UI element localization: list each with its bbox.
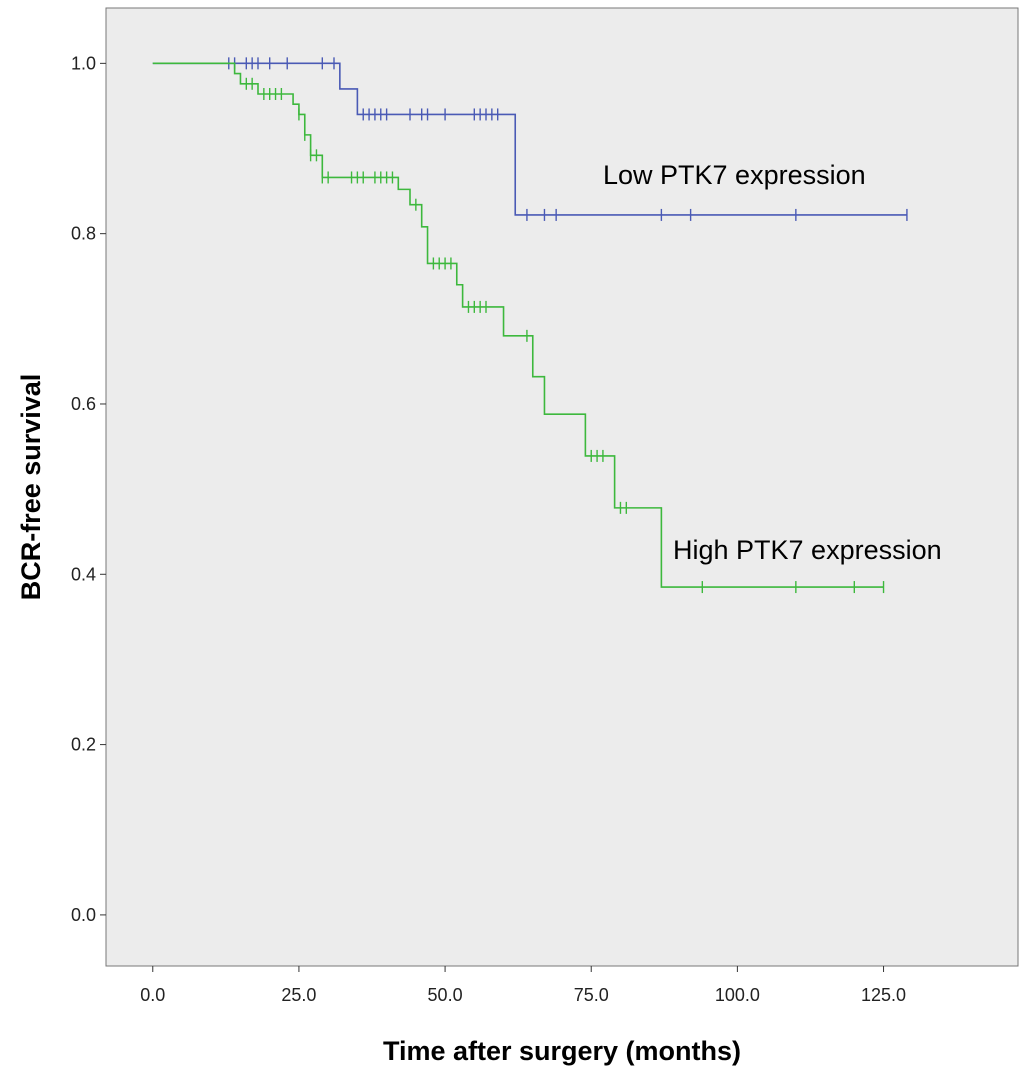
y-tick-label: 0.0	[71, 905, 96, 925]
y-axis-title: BCR-free survival	[16, 374, 46, 601]
y-tick-label: 1.0	[71, 53, 96, 73]
curve-label-high: High PTK7 expression	[673, 535, 942, 565]
y-axis: 0.0 0.2 0.4 0.6 0.8 1.0	[71, 53, 106, 925]
curve-label-low: Low PTK7 expression	[603, 160, 866, 190]
x-tick-label: 50.0	[428, 985, 463, 1005]
y-tick-label: 0.8	[71, 224, 96, 244]
x-axis: 0.0 25.0 50.0 75.0 100.0 125.0	[140, 966, 906, 1005]
series-layer	[152, 57, 908, 594]
x-tick-label: 75.0	[574, 985, 609, 1005]
x-tick-label: 25.0	[281, 985, 316, 1005]
survival-curve	[152, 62, 907, 216]
plot-area	[105, 7, 1019, 967]
x-tick-label: 100.0	[715, 985, 760, 1005]
x-tick-label: 0.0	[140, 985, 165, 1005]
y-tick-label: 0.4	[71, 564, 96, 584]
y-tick-label: 0.2	[71, 735, 96, 755]
series-high	[152, 62, 885, 594]
x-tick-label: 125.0	[861, 985, 906, 1005]
x-axis-title: Time after surgery (months)	[383, 1036, 741, 1066]
y-tick-label: 0.6	[71, 394, 96, 414]
